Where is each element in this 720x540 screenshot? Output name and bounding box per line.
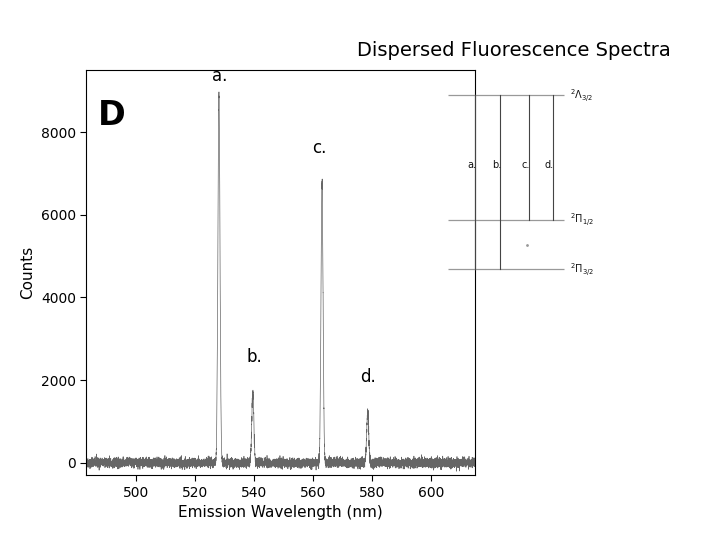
Text: c.: c. bbox=[521, 159, 530, 170]
Text: c.: c. bbox=[312, 139, 326, 157]
Text: $^{2}\Pi_{3/2}$: $^{2}\Pi_{3/2}$ bbox=[570, 261, 594, 278]
X-axis label: Emission Wavelength (nm): Emission Wavelength (nm) bbox=[179, 505, 383, 520]
Text: $^{2}\Pi_{1/2}$: $^{2}\Pi_{1/2}$ bbox=[570, 211, 594, 228]
Text: $^{2}\Lambda_{3/2}$: $^{2}\Lambda_{3/2}$ bbox=[570, 87, 593, 104]
Text: a.: a. bbox=[212, 66, 227, 85]
Y-axis label: Counts: Counts bbox=[20, 246, 35, 299]
Title: Dispersed Fluorescence Spectra: Dispersed Fluorescence Spectra bbox=[357, 42, 671, 60]
Text: b.: b. bbox=[247, 348, 263, 366]
Text: a.: a. bbox=[467, 159, 476, 170]
Text: d.: d. bbox=[360, 368, 376, 386]
Text: D: D bbox=[98, 99, 126, 132]
Text: b.: b. bbox=[492, 159, 502, 170]
Text: d.: d. bbox=[545, 159, 554, 170]
